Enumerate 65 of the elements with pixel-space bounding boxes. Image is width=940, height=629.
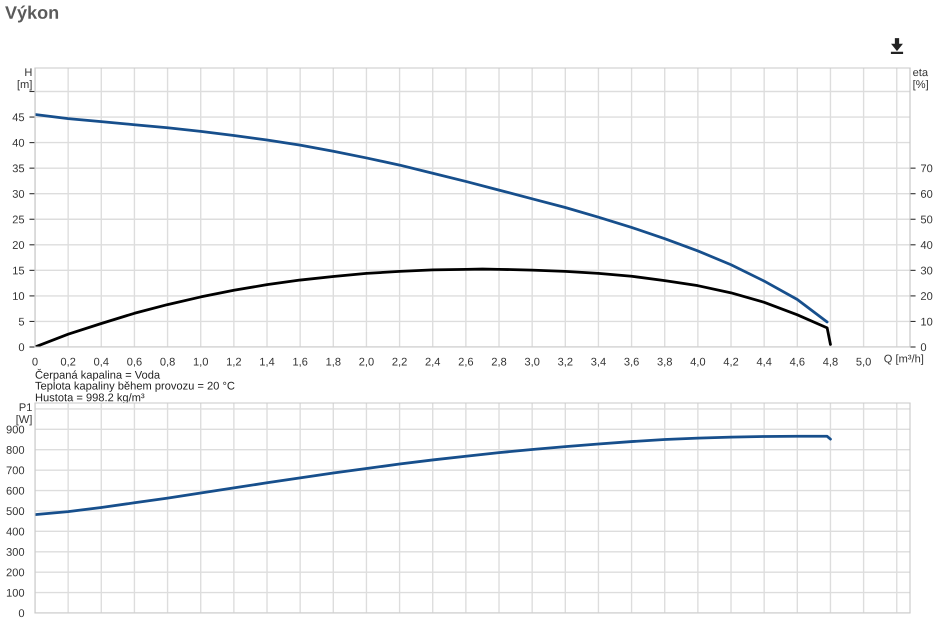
x-tick-label: 3,2 (558, 358, 572, 367)
y-tick-label: 0 (18, 609, 24, 618)
y-tick-label: 10 (13, 292, 24, 300)
y-axis-title: H [m] (18, 68, 32, 90)
chart-title: Výkon (5, 6, 58, 22)
x-tick-label: 0 (32, 358, 38, 366)
x-tick-label: 3,4 (591, 358, 606, 367)
y-tick-label: 40 (12, 138, 24, 147)
x-tick-label: 2,0 (359, 358, 374, 367)
x-tick-label: 1,2 (226, 358, 242, 367)
x-tick-label: 5,0 (856, 358, 871, 367)
x-axis-title: Q [m³/h] (884, 354, 924, 365)
y-tick-label: 25 (12, 216, 24, 224)
annotation: Hustota = 998.2 kg/m³ (36, 393, 144, 404)
y2-tick-label: 0 (920, 343, 926, 352)
y-tick-label: 0 (18, 343, 24, 352)
y2-tick-label: 20 (920, 292, 932, 300)
y-tick-label: 30 (12, 190, 24, 198)
x-tick-label: 3,8 (657, 358, 672, 367)
y2-tick-label: 60 (920, 190, 932, 198)
y-tick-label: 300 (6, 548, 24, 556)
y-tick-label: 500 (6, 507, 24, 516)
y2-tick-label: 30 (920, 266, 932, 274)
y-axis-title: P1 [W] (16, 403, 32, 426)
x-tick-label: 3,0 (524, 358, 540, 367)
text: Teplota kapaliny během provozu = 20 °C (35, 381, 235, 392)
y-tick-label: 100 (6, 588, 24, 597)
y2-tick-label: 50 (920, 216, 932, 224)
x-tick-label: 0,4 (94, 358, 109, 367)
x-tick-label: 2,4 (426, 358, 440, 367)
x-tick-label: 0,6 (127, 358, 142, 367)
y-tick-label: 45 (12, 113, 24, 122)
x-tick-label: 1,0 (194, 358, 208, 367)
x-tick-label: 4,0 (690, 358, 706, 367)
line-series (35, 268, 832, 347)
text: Čerpaná kapalina = Voda (36, 368, 160, 381)
x-tick-label: 4,2 (724, 358, 738, 367)
x-tick-label: 3,6 (624, 358, 639, 367)
line-series (35, 113, 829, 324)
y-tick-label: 200 (6, 568, 24, 576)
x-tick-label: 4,8 (822, 358, 838, 367)
x-tick-label: 4,6 (790, 358, 805, 367)
y-tick-label: 400 (6, 528, 24, 536)
y2-tick-label: 10 (921, 318, 932, 326)
x-tick-label: 2,2 (392, 358, 407, 367)
y-tick-label: 900 (6, 426, 24, 434)
y-tick-label: 700 (6, 466, 24, 474)
y-tick-label: 20 (12, 241, 24, 249)
x-tick-label: 2,6 (458, 358, 474, 367)
x-tick-label: 1,8 (326, 358, 341, 367)
x-tick-label: 4,4 (756, 358, 772, 367)
y2-axis-title: eta [%] (913, 68, 928, 90)
x-tick-label: 2,8 (492, 358, 506, 367)
y2-tick-label: 70 (920, 164, 932, 172)
x-tick-label: 0,8 (160, 358, 175, 367)
y-tick-label: 35 (12, 164, 24, 172)
y-tick-label: 15 (13, 266, 24, 274)
y-tick-label: 800 (6, 446, 24, 454)
y-tick-label: 5 (18, 318, 24, 326)
x-tick-label: 1,6 (293, 358, 308, 367)
x-tick-label: 1,4 (260, 358, 274, 367)
y2-tick-label: 40 (920, 241, 932, 249)
x-tick-label: 0,2 (60, 358, 76, 367)
y-tick-label: 600 (6, 486, 24, 495)
line-series (35, 434, 832, 516)
